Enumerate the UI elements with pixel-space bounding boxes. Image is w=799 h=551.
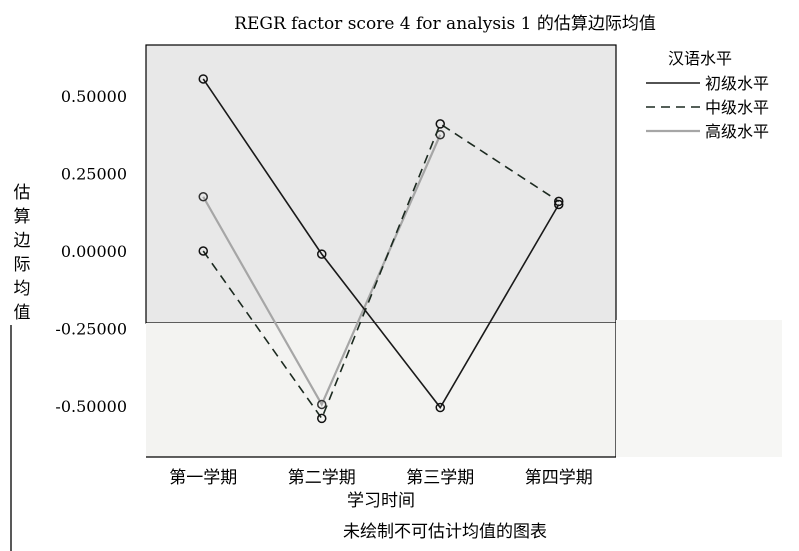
chart-footnote: 未绘制不可估计均值的图表 [343, 522, 547, 542]
x-tick-label: 第一学期 [169, 468, 237, 488]
x-tick-label: 第四学期 [525, 468, 593, 488]
legend-item-label: 初级水平 [705, 74, 769, 93]
data-point [554, 199, 564, 210]
legend-item-label: 中级水平 [705, 98, 769, 117]
legend-item-label: 高级水平 [705, 122, 769, 141]
series-layer [198, 74, 564, 424]
data-point [317, 249, 327, 259]
series-line [202, 78, 560, 409]
x-tick-label: 第三学期 [406, 468, 474, 488]
x-tick-label: 第二学期 [288, 468, 356, 488]
y-tick-label: 0.00000 [61, 242, 127, 261]
x-tick-labels: 第一学期 第二学期 第三学期 第四学期 [169, 468, 593, 488]
y-tick-labels: 0.50000 0.25000 0.00000 -0.25000 -0.50000 [55, 87, 127, 416]
data-point [198, 74, 208, 84]
plot-area [145, 44, 617, 324]
y-tick-label: 0.25000 [61, 165, 127, 184]
data-point [198, 192, 208, 202]
series-line [202, 122, 560, 421]
lower-panel [616, 320, 782, 457]
data-point [317, 399, 327, 410]
y-tick-label: -0.50000 [55, 397, 127, 416]
chart-title: REGR factor score 4 for analysis 1 的估算边际… [234, 14, 656, 34]
legend-title: 汉语水平 [668, 49, 732, 68]
y-axis-label: 估算边际均值 [14, 183, 31, 323]
plot-area-lower [146, 323, 616, 457]
data-point [317, 413, 327, 424]
data-point [435, 402, 445, 413]
data-point [435, 119, 445, 129]
y-tick-label: -0.25000 [55, 320, 127, 339]
data-point [198, 246, 208, 256]
series-line [202, 134, 442, 407]
y-tick-label: 0.50000 [61, 87, 127, 106]
x-axis-label: 学习时间 [347, 491, 415, 511]
